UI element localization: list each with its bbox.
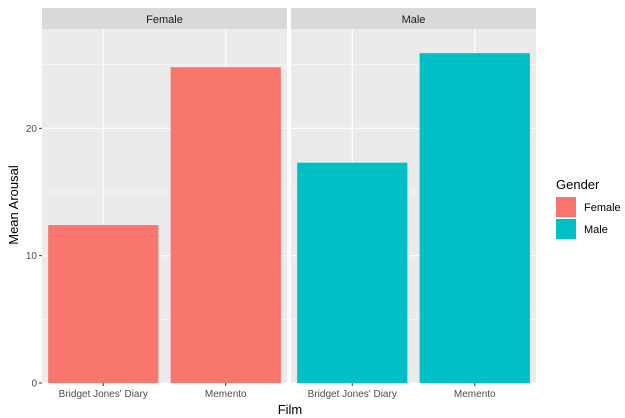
x-tick-label: Bridget Jones' Diary [59,389,148,400]
bar [419,53,530,383]
x-tick-label: Memento [454,389,496,400]
y-tick-label: 0 [31,379,37,390]
x-axis-title: Film [278,402,303,417]
legend-label: Male [584,224,608,236]
bar [170,67,281,383]
bar [48,225,159,383]
legend-key-male [556,219,576,239]
legend-title: Gender [556,177,600,192]
y-axis-title: Mean Arousal [6,165,21,245]
facet-strip [291,8,536,29]
chart-panels: Female Bridget Jones' Diary Memento Male Bri… [42,8,536,400]
facet-strip-label: Female [146,14,183,26]
panel-male: Male Bridget Jones' Diary Memento [291,8,536,400]
legend: Gender Female Male [556,177,621,239]
y-axis: 0 10 20 [26,124,42,390]
y-tick-label: 20 [26,124,38,135]
facet-strip [42,8,287,29]
x-tick-label: Memento [205,389,247,400]
y-tick-label: 10 [26,251,38,262]
x-tick-label: Bridget Jones' Diary [308,389,397,400]
legend-label: Female [584,202,621,214]
bar [297,162,408,383]
legend-items: Female Male [556,197,621,239]
legend-key-female [556,197,576,217]
facet-strip-label: Male [402,14,426,26]
panel-female: Female Bridget Jones' Diary Memento [42,8,287,400]
